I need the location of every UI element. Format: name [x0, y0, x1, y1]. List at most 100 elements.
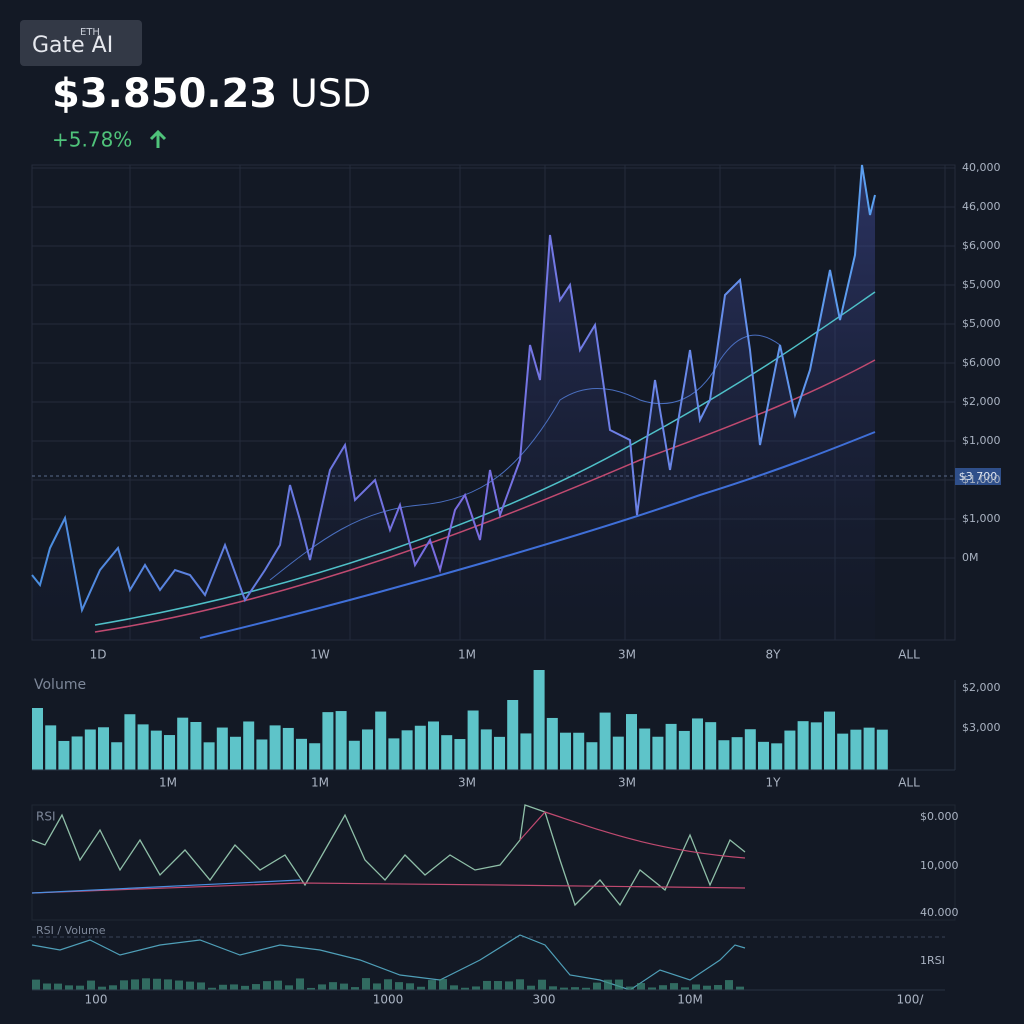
sub-volume-bar [109, 985, 117, 990]
volume-bar [731, 737, 743, 770]
sub-volume-bar [241, 985, 249, 990]
volume-title: Volume [34, 677, 86, 693]
sub-volume-bar [384, 979, 392, 990]
sub-volume-bar [120, 980, 128, 990]
sub-volume-bar [637, 983, 645, 990]
price-area [32, 165, 875, 640]
volume-bar [164, 735, 175, 770]
volume-bar [876, 729, 888, 770]
sub-volume-bar [417, 986, 425, 990]
rsi-title: RSI [36, 810, 56, 824]
volume-bar [480, 729, 492, 770]
sub-volume-bar [175, 980, 183, 990]
volume-bar [71, 736, 83, 770]
y-axis-label: 40,000 [962, 161, 1001, 174]
y-axis-label: 46,000 [962, 200, 1001, 213]
volume-bar [322, 712, 334, 770]
volume-bar [573, 732, 585, 770]
badge: ETH [80, 27, 100, 38]
x-axis-label: 3M [618, 648, 636, 662]
x-axis-label: 100 [85, 993, 108, 1007]
volume-bar [190, 721, 202, 770]
x-axis-label: 1M [458, 648, 476, 662]
volume-bar [652, 736, 664, 770]
x-axis-label: 1000 [373, 993, 404, 1007]
sub-volume-bar [373, 983, 381, 990]
volume-bar [243, 721, 255, 770]
x-axis-label: ALL [898, 648, 920, 662]
sub-volume-bar [659, 985, 667, 990]
sub-volume-bar [32, 979, 40, 990]
sub-volume-bar [406, 983, 414, 990]
volume-bar [348, 740, 360, 770]
ma-curve [269, 334, 781, 581]
volume-bar [401, 730, 413, 770]
volume-bar [177, 717, 189, 770]
volume-bar [758, 741, 769, 770]
sub-volume-bar [186, 981, 194, 990]
sub-volume-bar [670, 983, 678, 990]
sub-volume-bar [428, 980, 436, 990]
x-axis-label: 1D [90, 648, 107, 662]
volume-bar [810, 722, 822, 770]
sub-volume-bar [230, 984, 238, 990]
volume-bar [784, 730, 796, 770]
y-axis-label: 40.000 [920, 906, 959, 919]
sub-volume-bar [219, 984, 227, 990]
volume-bar [45, 725, 57, 770]
volume-bar [296, 738, 307, 770]
volume-bar [111, 742, 123, 770]
rsi-line [31, 804, 746, 907]
volume-bar [137, 724, 149, 770]
sub-volume-bar [615, 979, 623, 990]
volume-bar [599, 712, 611, 770]
volume-bar [388, 738, 400, 770]
ma-slow [199, 431, 876, 639]
volume-bar [414, 725, 426, 770]
sub-volume-bar [725, 980, 733, 990]
volume-bar [150, 730, 162, 770]
sub-volume-bar [142, 978, 150, 990]
y-axis-label: $6,000 [962, 239, 1001, 252]
volume-bar [58, 740, 70, 770]
volume-bar [84, 729, 96, 770]
sub-volume-bar [483, 980, 491, 990]
volume-bar [850, 729, 862, 770]
y-axis-label: $1,000 [962, 434, 1001, 447]
sub-volume-bar [604, 979, 612, 990]
sub-volume-bar [593, 982, 601, 990]
x-axis-label: 3M [458, 776, 476, 790]
volume-bar [718, 740, 730, 770]
sub-volume-bar [626, 986, 634, 990]
volume-bar [678, 730, 690, 770]
volume-bar [771, 743, 783, 770]
sub-volume-bar [736, 986, 744, 990]
brand: Gate AI [32, 33, 113, 58]
y-axis-label: $6,000 [962, 356, 1001, 369]
sub-volume-bar [505, 981, 513, 990]
volume-bar [507, 700, 519, 770]
price-line [31, 164, 876, 614]
volume-bar [98, 727, 109, 770]
y-axis-label: 0M [962, 551, 979, 564]
sub-volume-bar [76, 985, 84, 990]
volume-bar [692, 718, 703, 770]
volume-bar [309, 743, 321, 770]
sub-volume-bar [714, 985, 722, 990]
x-axis-label: 3M [618, 776, 636, 790]
sub-volume-bar [681, 987, 689, 990]
sub-volume-bar [87, 980, 95, 990]
sub-volume-bar [494, 981, 502, 990]
sub-volume-bar [164, 979, 172, 990]
sub-volume-bar [153, 978, 161, 990]
y-axis-label: $2,000 [962, 395, 1001, 408]
change: +5.78% [52, 128, 132, 152]
volume-bar [744, 729, 756, 770]
sub-volume-bar [329, 982, 337, 990]
x-axis-label: 1M [159, 776, 177, 790]
volume-bar [586, 742, 598, 770]
sub-volume-bar [538, 979, 546, 990]
volume-bar [32, 708, 43, 770]
x-axis-label: 1Y [766, 776, 782, 790]
volume-bar [494, 736, 505, 770]
